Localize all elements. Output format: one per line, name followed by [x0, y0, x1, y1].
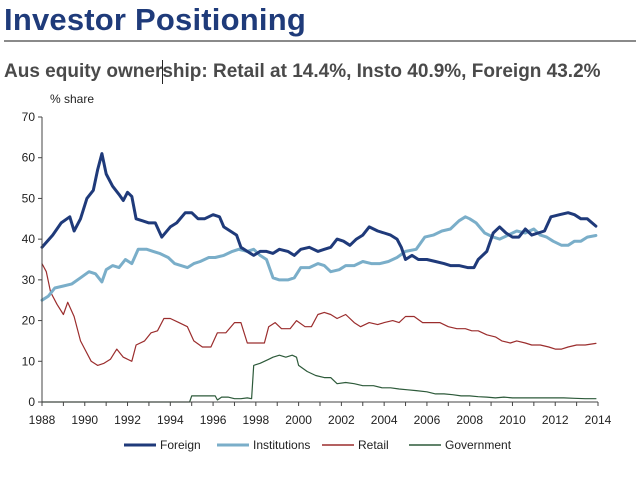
series-line-retail — [41, 263, 597, 366]
x-tick-label: 1994 — [157, 413, 184, 427]
y-tick-label: 30 — [22, 273, 36, 287]
y-axis-label: % share — [50, 92, 94, 106]
text-cursor — [162, 60, 163, 84]
y-tick-label: 0 — [28, 395, 35, 409]
chart-subtitle: Aus equity ownership: Retail at 14.4%, I… — [4, 61, 601, 82]
title-divider — [4, 40, 636, 42]
x-tick-label: 2006 — [414, 413, 441, 427]
x-tick-label: 1996 — [200, 413, 227, 427]
legend: Foreign Institutions Retail Government — [124, 438, 512, 452]
x-tick-label: 1992 — [114, 413, 141, 427]
x-tick-label: 2010 — [499, 413, 526, 427]
y-tick-label: 50 — [22, 191, 36, 205]
x-tick-label: 1988 — [29, 413, 56, 427]
x-tick-label: 2012 — [542, 413, 569, 427]
x-tick-label: 2002 — [328, 413, 355, 427]
series-line-government — [41, 354, 597, 403]
x-tick-label: 1990 — [71, 413, 98, 427]
y-tick-label: 70 — [22, 110, 36, 124]
y-tick-label: 40 — [22, 232, 36, 246]
x-tick-label: 2000 — [285, 413, 312, 427]
x-tick-label: 2014 — [585, 413, 612, 427]
y-tick-label: 10 — [22, 354, 36, 368]
legend-label-institutions: Institutions — [253, 438, 310, 452]
legend-label-retail: Retail — [358, 438, 389, 452]
x-tick-label: 2008 — [456, 413, 483, 427]
legend-label-foreign: Foreign — [160, 438, 201, 452]
x-tick-label: 2004 — [371, 413, 398, 427]
series-line-foreign — [40, 152, 598, 270]
plot-area — [40, 152, 598, 403]
page-title: Investor Positioning — [4, 2, 306, 37]
legend-label-government: Government — [445, 438, 512, 452]
series-line-institutions — [40, 215, 598, 302]
y-tick-label: 20 — [22, 314, 36, 328]
axes: 0 10 20 30 40 50 60 70 1988 1990 1992 1994 1996 1998 2… — [22, 110, 612, 427]
x-tick-label: 1998 — [242, 413, 269, 427]
y-tick-label: 60 — [22, 151, 36, 165]
